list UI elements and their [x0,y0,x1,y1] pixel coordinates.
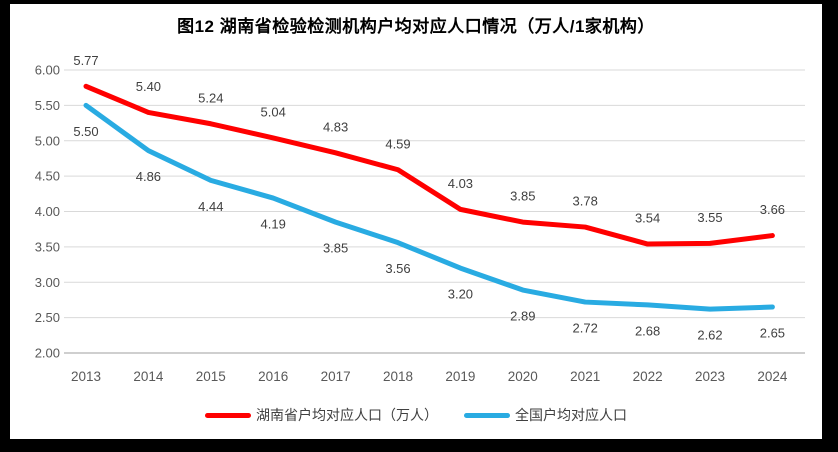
data-label: 2.89 [510,309,535,324]
data-label: 5.24 [198,90,223,105]
data-label: 5.04 [261,104,286,119]
y-tick-label: 5.00 [35,133,60,148]
data-label: 3.55 [697,210,722,225]
data-label: 3.66 [760,202,785,217]
y-tick-label: 3.00 [35,275,60,290]
data-label: 4.86 [136,169,161,184]
data-label: 4.03 [448,176,473,191]
legend-label-national: 全国户均对应人口 [515,407,627,423]
data-label: 2.68 [635,323,660,338]
data-label: 3.85 [323,241,348,256]
y-tick-label: 2.50 [35,310,60,325]
y-tick-label: 6.00 [35,63,60,78]
data-label: 4.44 [198,199,223,214]
x-tick-label: 2024 [757,369,788,384]
x-tick-label: 2016 [258,369,288,384]
x-tick-label: 2022 [633,369,663,384]
data-label: 3.56 [385,261,410,276]
data-label: 5.50 [73,124,98,139]
legend-item-hunan[interactable]: 湖南省户均对应人口（万人） [205,405,438,425]
x-tick-label: 2018 [383,369,413,384]
chart-frame: 图12 湖南省检验检测机构户均对应人口情况（万人/1家机构） 6.00 5.50 5… [10,4,822,439]
chart-title: 图12 湖南省检验检测机构户均对应人口情况（万人/1家机构） [177,17,655,36]
data-label: 2.62 [697,328,722,343]
data-label: 2.65 [760,326,785,341]
data-label: 4.83 [323,119,348,134]
data-label: 2.72 [573,321,598,336]
data-label: 3.78 [573,194,598,209]
y-tick-label: 2.00 [35,346,60,361]
y-tick-label: 4.50 [35,169,60,184]
series-line-1[interactable] [83,102,775,312]
y-tick-label: 5.50 [35,98,60,113]
chart-plot-area: 6.00 5.50 5.00 4.50 4.00 3.50 3.00 2.50 2.00 2013… [35,53,805,384]
x-tick-label: 2017 [321,369,351,384]
x-tick-label: 2019 [445,369,475,384]
legend-label-hunan: 湖南省户均对应人口（万人） [256,407,438,423]
legend-line-red-icon [205,412,251,418]
x-tick-label: 2015 [196,369,226,384]
data-label: 3.85 [510,189,535,204]
legend: 湖南省户均对应人口（万人） 全国户均对应人口 [10,405,822,425]
x-tick-label: 2021 [570,369,600,384]
data-label: 3.54 [635,211,660,226]
series-line-0[interactable] [83,83,775,247]
y-tick-label: 3.50 [35,239,60,254]
data-label: 4.59 [385,136,410,151]
x-tick-label: 2020 [508,369,538,384]
data-label: 5.40 [136,79,161,94]
data-label: 5.77 [73,53,98,68]
data-label: 4.19 [261,217,286,232]
x-tick-label: 2013 [71,369,101,384]
legend-line-blue-icon [464,412,510,418]
x-tick-label: 2023 [695,369,725,384]
data-label: 3.20 [448,287,473,302]
x-tick-label: 2014 [133,369,164,384]
y-tick-label: 4.00 [35,204,60,219]
legend-item-national[interactable]: 全国户均对应人口 [464,405,627,425]
